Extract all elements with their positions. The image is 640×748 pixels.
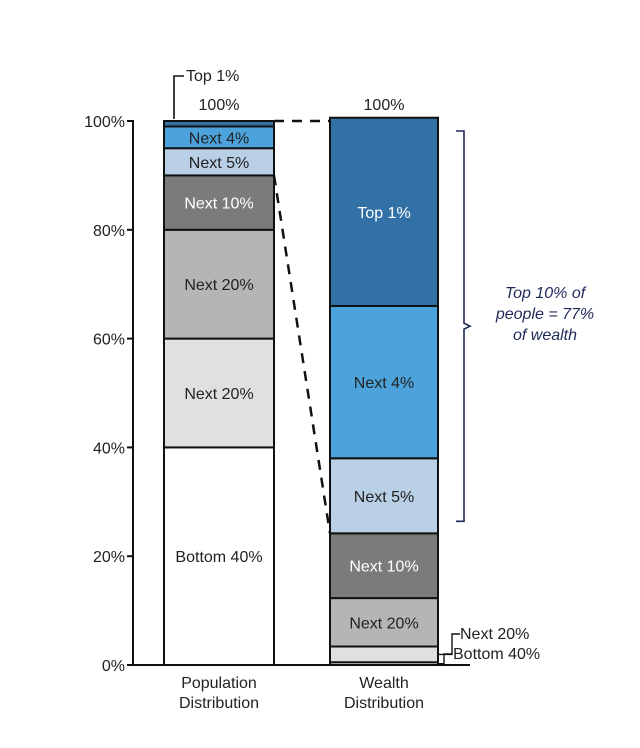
wealth-small-label: Next 20% [460,626,529,643]
bar-segment [329,645,439,664]
category-label: Wealth [359,675,409,692]
segment-label: Next 5% [189,155,249,172]
category-label: Population [181,675,257,692]
bar-total-label: 100% [199,97,240,114]
segment-label: Next 20% [184,277,253,294]
bar-segment [329,116,439,307]
bar-segment [329,304,439,460]
bar-segment [163,120,275,128]
bar-segment [329,597,439,648]
brace-annotation-text: Top 10% of [505,285,587,302]
top1-callout-line [173,75,184,119]
segment-label: Next 10% [184,196,253,213]
bar-segment [163,147,275,177]
brace-annotation-text: of wealth [513,327,577,344]
y-tick-label: 80% [93,223,125,240]
segment-label: Top 1% [357,205,410,222]
y-tick-label: 0% [102,658,125,675]
segment-label: Bottom 40% [175,549,262,566]
stacked-bars: Bottom 40% Next 20% Next 20% Next 10% Next 5… [163,97,439,712]
segment-label: Next 4% [189,130,249,147]
top1-callout-label: Top 1% [186,68,239,85]
dashed-connector-lower [272,175,332,534]
y-tick-label: 40% [93,440,125,457]
bottom40-leader-line [438,653,452,665]
annotations: Top 1% Next 20% Bottom 40% Top 10% of people… [173,68,594,665]
segment-label: Next 4% [354,375,414,392]
category-label: Distribution [344,695,424,712]
y-tick-label: 60% [93,332,125,349]
bar-segment [329,457,439,535]
segment-label: Next 5% [354,489,414,506]
segment-label: Next 10% [349,559,418,576]
top10-brace [456,130,472,523]
wealth-small-label: Bottom 40% [453,646,540,663]
segment-label: Next 20% [184,386,253,403]
brace-annotation-text: people = 77% [495,306,594,323]
bar-total-label: 100% [364,97,405,114]
y-tick-label: 20% [93,549,125,566]
bar-segment [329,532,439,600]
segment-label: Next 20% [349,615,418,632]
y-tick-label: 100% [84,114,125,131]
category-label: Distribution [179,695,259,712]
